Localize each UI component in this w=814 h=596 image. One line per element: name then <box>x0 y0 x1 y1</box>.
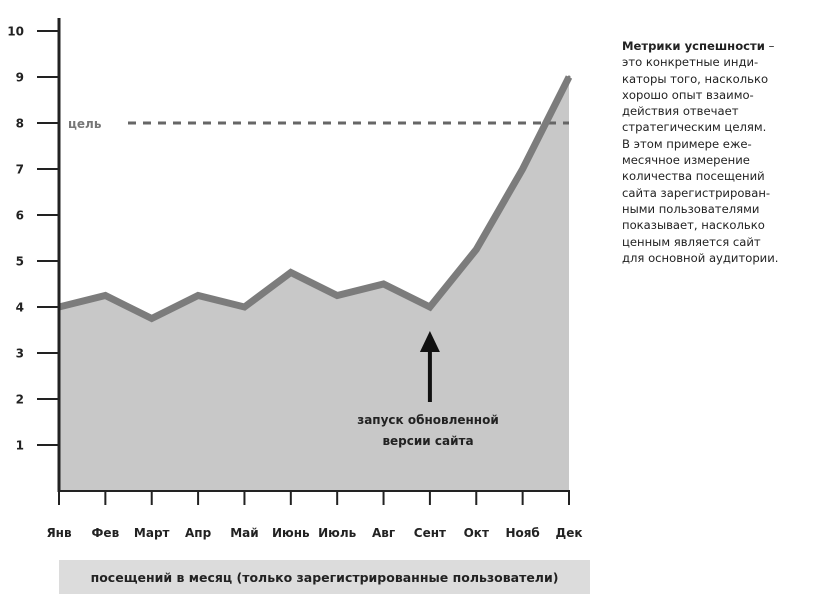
note-line: В этом примере еже- <box>622 136 814 152</box>
x-tick-label: Июль <box>318 526 356 540</box>
y-tick-label: 9 <box>16 71 24 85</box>
note-text: каторы того, насколько <box>622 71 769 86</box>
note-text: действия отвечает <box>622 104 739 119</box>
note-text: для основной аудитории. <box>622 250 779 265</box>
note-line: это конкретные инди- <box>622 54 814 70</box>
x-tick-label: Фев <box>92 526 120 540</box>
data-point-9 <box>428 305 432 309</box>
annotation-label-line-2: версии сайта <box>382 434 473 448</box>
note-text: это конкретные инди- <box>622 55 759 70</box>
data-point-8 <box>382 282 386 286</box>
annotation-arrow-head <box>419 331 440 352</box>
note-line: показывает, насколько <box>622 217 814 233</box>
note-term: Метрики успешности <box>622 39 765 53</box>
note-text: ценным является сайт <box>622 234 761 249</box>
note-text: В этом примере еже- <box>622 136 752 151</box>
note-text: количества посещений <box>622 169 765 184</box>
x-tick-label: Май <box>230 526 258 540</box>
x-tick-label: Авг <box>372 526 395 540</box>
data-point-7 <box>335 294 339 297</box>
y-tick-label: 7 <box>16 163 24 177</box>
note-line: каторы того, насколько <box>622 71 814 87</box>
x-tick-label: Апр <box>185 526 212 540</box>
annotation-label-line-1: запуск обновленной <box>357 413 499 427</box>
series-line <box>58 75 573 323</box>
x-tick-label: Июнь <box>272 526 310 540</box>
side-note: Метрики успешности – это конкретные инди-… <box>622 38 814 266</box>
data-point-6 <box>289 271 293 274</box>
note-line: хорошо опыт взаимо- <box>622 87 814 103</box>
note-line: сайта зарегистрирован- <box>622 185 814 201</box>
note-text: показывает, насколько <box>622 218 765 233</box>
y-tick-label: 3 <box>16 347 24 361</box>
note-line: количества посещений <box>622 168 814 184</box>
note-text: стратегическим целям. <box>622 120 767 135</box>
note-line: для основной аудитории. <box>622 250 814 266</box>
x-tick-label: Нояб <box>505 526 539 540</box>
note-line: стратегическим целям. <box>622 119 814 135</box>
chart-svg: цель 1 2 3 4 5 6 7 8 9 10 Янв Фев Март Апр Май Июнь Июл… <box>7 18 583 540</box>
x-tick-label: Окт <box>464 526 489 540</box>
x-tick-label: Дек <box>556 526 583 540</box>
data-point-2 <box>103 294 107 297</box>
note-text: – <box>764 39 775 53</box>
x-axis-label: посещений в месяц (только зарегистрирова… <box>59 560 590 594</box>
data-point-4 <box>196 294 200 297</box>
y-tick-label: 10 <box>7 25 24 39</box>
note-text: сайта зарегистрирован- <box>622 185 771 200</box>
note-line: ными пользователями <box>622 201 814 217</box>
note-text: месячное измерение <box>622 153 750 168</box>
x-tick-label: Март <box>134 526 170 540</box>
note-line: Метрики успешности – <box>622 38 814 54</box>
y-tick-label: 1 <box>16 439 24 453</box>
y-tick-label: 5 <box>16 255 24 269</box>
note-line: ценным является сайт <box>622 234 814 250</box>
note-line: действия отвечает <box>622 103 814 119</box>
data-point-12 <box>567 75 571 79</box>
note-text: хорошо опыт взаимо- <box>622 87 754 102</box>
data-point-3 <box>150 317 154 320</box>
chart: цель 1 2 3 4 5 6 7 8 9 10 Янв Фев Март Апр Май Июнь Июл… <box>7 18 590 594</box>
data-point-5 <box>242 305 246 309</box>
goal-label: цель <box>68 117 102 131</box>
y-tick-label: 8 <box>16 117 24 131</box>
note-text: ными пользователями <box>622 201 760 216</box>
y-tick-label: 6 <box>16 209 24 223</box>
y-tick-label: 4 <box>16 301 24 315</box>
data-point-10 <box>474 248 478 251</box>
y-tick-label: 2 <box>16 393 24 407</box>
data-point-11 <box>521 167 525 171</box>
note-line: месячное измерение <box>622 152 814 168</box>
x-tick-label: Янв <box>46 526 72 540</box>
x-tick-label: Сент <box>414 526 446 540</box>
